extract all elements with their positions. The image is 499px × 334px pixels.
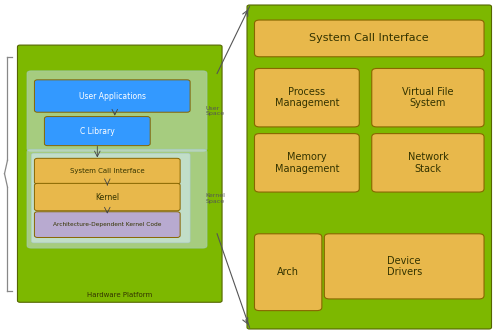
Text: User Applications: User Applications	[79, 92, 146, 101]
Text: User
Space: User Space	[206, 106, 225, 117]
FancyBboxPatch shape	[34, 183, 180, 211]
Text: Virtual File
System: Virtual File System	[402, 87, 454, 109]
FancyBboxPatch shape	[27, 71, 207, 151]
Text: C Library: C Library	[80, 127, 115, 136]
FancyBboxPatch shape	[34, 80, 190, 112]
Text: Kernel: Kernel	[95, 193, 119, 201]
Text: Memory
Management: Memory Management	[274, 152, 339, 174]
FancyBboxPatch shape	[372, 68, 484, 127]
FancyBboxPatch shape	[254, 20, 484, 57]
FancyBboxPatch shape	[34, 158, 180, 184]
Text: Architecture-Dependent Kernel Code: Architecture-Dependent Kernel Code	[53, 222, 162, 227]
FancyBboxPatch shape	[254, 134, 359, 192]
FancyBboxPatch shape	[247, 5, 492, 329]
Text: Linux: Linux	[0, 163, 2, 184]
Text: System Call Interface: System Call Interface	[309, 33, 429, 43]
FancyBboxPatch shape	[372, 134, 484, 192]
Text: Hardware Platform: Hardware Platform	[87, 292, 152, 298]
FancyBboxPatch shape	[27, 149, 207, 248]
Text: Network
Stack: Network Stack	[408, 152, 448, 174]
FancyBboxPatch shape	[254, 234, 322, 311]
Text: Arch: Arch	[277, 267, 299, 277]
Text: Device
Drivers: Device Drivers	[387, 256, 422, 277]
Text: Process
Management: Process Management	[274, 87, 339, 109]
FancyBboxPatch shape	[31, 153, 190, 243]
FancyBboxPatch shape	[44, 117, 150, 146]
FancyBboxPatch shape	[34, 212, 180, 237]
Text: System Call Interface: System Call Interface	[70, 168, 145, 174]
FancyBboxPatch shape	[254, 68, 359, 127]
FancyBboxPatch shape	[17, 45, 222, 302]
Text: Kernel
Space: Kernel Space	[206, 193, 226, 204]
FancyBboxPatch shape	[324, 234, 484, 299]
